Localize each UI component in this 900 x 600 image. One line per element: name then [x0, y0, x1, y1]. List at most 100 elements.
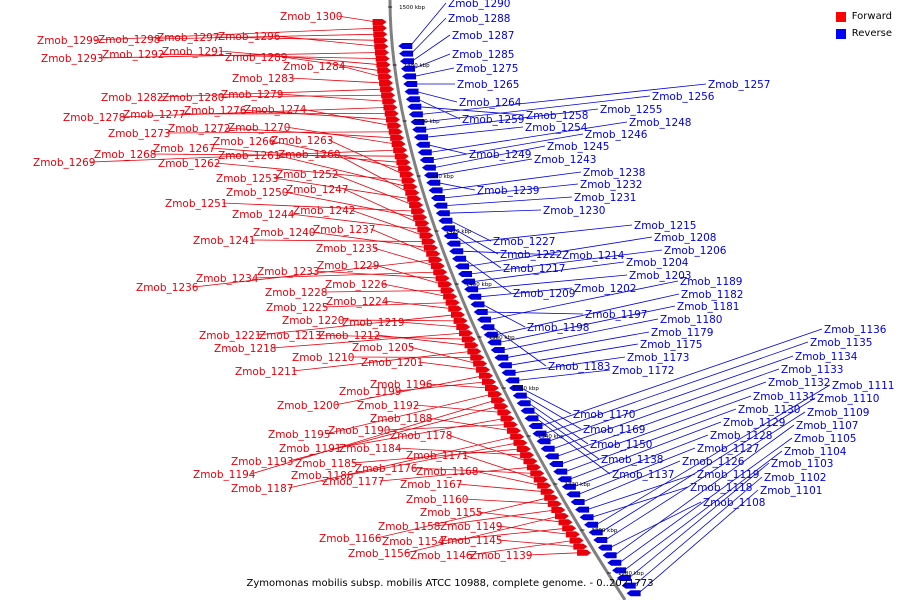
forward-gene-arrow[interactable]	[467, 348, 482, 355]
forward-gene-label[interactable]: Zmob_1196	[370, 379, 433, 391]
forward-gene-label[interactable]: Zmob_1242	[293, 205, 355, 217]
reverse-gene-label[interactable]: Zmob_1189	[680, 276, 742, 288]
reverse-gene-arrow[interactable]	[557, 476, 572, 483]
forward-gene-label[interactable]: Zmob_1292	[102, 49, 164, 61]
forward-gene-arrow[interactable]	[476, 366, 491, 373]
reverse-gene-arrow[interactable]	[494, 354, 509, 361]
reverse-gene-arrow[interactable]	[597, 544, 612, 551]
forward-gene-arrow[interactable]	[413, 214, 428, 221]
reverse-gene-arrow[interactable]	[575, 506, 590, 513]
forward-gene-arrow[interactable]	[387, 122, 402, 129]
reverse-gene-label[interactable]: Zmob_1111	[832, 380, 894, 392]
forward-gene-label[interactable]: Zmob_1186	[291, 470, 354, 482]
forward-gene-label[interactable]: Zmob_1251	[165, 198, 227, 210]
forward-gene-arrow[interactable]	[513, 439, 528, 446]
forward-gene-label[interactable]: Zmob_1218	[214, 343, 276, 355]
forward-gene-arrow[interactable]	[526, 464, 541, 471]
forward-gene-label[interactable]: Zmob_1146	[410, 550, 473, 562]
forward-gene-arrow[interactable]	[377, 67, 392, 74]
reverse-gene-label[interactable]: Zmob_1217	[503, 263, 565, 275]
reverse-gene-arrow[interactable]	[398, 43, 413, 49]
reverse-gene-label[interactable]: Zmob_1265	[457, 79, 519, 91]
forward-gene-arrow[interactable]	[381, 92, 396, 99]
reverse-gene-arrow[interactable]	[520, 407, 535, 414]
reverse-gene-label[interactable]: Zmob_1222	[500, 249, 562, 261]
reverse-gene-arrow[interactable]	[528, 423, 543, 429]
forward-gene-arrow[interactable]	[459, 330, 474, 337]
reverse-gene-arrow[interactable]	[501, 369, 516, 376]
forward-gene-label[interactable]: Zmob_1240	[253, 227, 315, 239]
reverse-gene-label[interactable]: Zmob_1256	[652, 91, 715, 103]
forward-gene-arrow[interactable]	[520, 452, 535, 459]
reverse-gene-label[interactable]: Zmob_1133	[781, 364, 843, 376]
reverse-gene-label[interactable]: Zmob_1134	[795, 351, 858, 363]
forward-gene-label[interactable]: Zmob_1177	[322, 476, 384, 488]
reverse-gene-label[interactable]: Zmob_1172	[612, 365, 674, 377]
reverse-gene-arrow[interactable]	[626, 590, 641, 597]
reverse-gene-arrow[interactable]	[452, 255, 467, 262]
forward-gene-label[interactable]: Zmob_1224	[326, 296, 389, 308]
forward-gene-arrow[interactable]	[481, 378, 496, 385]
forward-gene-arrow[interactable]	[423, 244, 438, 251]
forward-gene-label[interactable]: Zmob_1188	[370, 413, 432, 425]
forward-gene-label[interactable]: Zmob_1187	[231, 483, 293, 495]
reverse-gene-label[interactable]: Zmob_1264	[459, 97, 522, 109]
forward-gene-label[interactable]: Zmob_1268	[94, 149, 156, 161]
reverse-gene-arrow[interactable]	[544, 453, 559, 460]
reverse-gene-label[interactable]: Zmob_1259	[462, 114, 524, 126]
forward-gene-label[interactable]: Zmob_1221	[199, 330, 261, 342]
forward-gene-arrow[interactable]	[405, 189, 420, 196]
reverse-gene-arrow[interactable]	[404, 88, 419, 95]
reverse-gene-label[interactable]: Zmob_1254	[525, 122, 588, 134]
reverse-gene-arrow[interactable]	[458, 271, 473, 277]
forward-gene-label[interactable]: Zmob_1167	[400, 479, 462, 491]
forward-gene-arrow[interactable]	[479, 372, 494, 379]
reverse-gene-label[interactable]: Zmob_1169	[583, 424, 645, 436]
reverse-gene-label[interactable]: Zmob_1285	[452, 49, 514, 61]
reverse-gene-label[interactable]: Zmob_1126	[682, 456, 745, 468]
reverse-gene-label[interactable]: Zmob_1181	[677, 301, 739, 313]
forward-gene-label[interactable]: Zmob_1156	[348, 548, 411, 560]
forward-gene-label[interactable]: Zmob_1145	[440, 535, 502, 547]
reverse-gene-label[interactable]: Zmob_1214	[562, 250, 625, 262]
forward-gene-arrow[interactable]	[379, 80, 394, 86]
reverse-gene-label[interactable]: Zmob_1287	[452, 30, 514, 42]
forward-gene-arrow[interactable]	[569, 537, 584, 544]
forward-gene-label[interactable]: Zmob_1178	[390, 430, 452, 442]
forward-gene-arrow[interactable]	[503, 421, 518, 428]
reverse-gene-label[interactable]: Zmob_1209	[513, 288, 575, 300]
reverse-gene-arrow[interactable]	[490, 347, 505, 353]
forward-gene-arrow[interactable]	[456, 324, 471, 330]
forward-gene-arrow[interactable]	[488, 391, 503, 398]
forward-gene-label[interactable]: Zmob_1190	[328, 425, 390, 437]
reverse-gene-arrow[interactable]	[455, 263, 470, 270]
forward-gene-arrow[interactable]	[384, 110, 399, 117]
reverse-gene-label[interactable]: Zmob_1275	[456, 63, 518, 75]
forward-gene-arrow[interactable]	[445, 299, 460, 306]
forward-gene-arrow[interactable]	[565, 531, 580, 538]
forward-gene-label[interactable]: Zmob_1233	[257, 266, 319, 278]
forward-gene-label[interactable]: Zmob_1244	[232, 209, 295, 221]
reverse-gene-label[interactable]: Zmob_1255	[600, 104, 662, 116]
reverse-gene-arrow[interactable]	[443, 233, 458, 239]
reverse-gene-arrow[interactable]	[584, 521, 599, 528]
reverse-gene-label[interactable]: Zmob_1132	[768, 377, 830, 389]
reverse-gene-label[interactable]: Zmob_1208	[654, 232, 716, 244]
forward-gene-label[interactable]: Zmob_1236	[136, 282, 199, 294]
reverse-gene-arrow[interactable]	[509, 385, 524, 391]
reverse-gene-arrow[interactable]	[470, 301, 485, 308]
reverse-gene-arrow[interactable]	[483, 331, 498, 338]
forward-gene-arrow[interactable]	[443, 293, 458, 300]
reverse-gene-label[interactable]: Zmob_1290	[448, 0, 510, 10]
forward-gene-arrow[interactable]	[374, 43, 389, 50]
reverse-gene-arrow[interactable]	[412, 126, 427, 133]
forward-gene-arrow[interactable]	[440, 287, 455, 294]
reverse-gene-label[interactable]: Zmob_1230	[543, 205, 605, 217]
reverse-gene-label[interactable]: Zmob_1179	[651, 327, 713, 339]
reverse-gene-label[interactable]: Zmob_1245	[547, 141, 609, 153]
forward-gene-label[interactable]: Zmob_1280	[162, 92, 224, 104]
forward-gene-label[interactable]: Zmob_1247	[286, 184, 348, 196]
forward-gene-label[interactable]: Zmob_1154	[382, 536, 445, 548]
reverse-gene-label[interactable]: Zmob_1109	[807, 407, 869, 419]
reverse-gene-arrow[interactable]	[566, 491, 581, 498]
